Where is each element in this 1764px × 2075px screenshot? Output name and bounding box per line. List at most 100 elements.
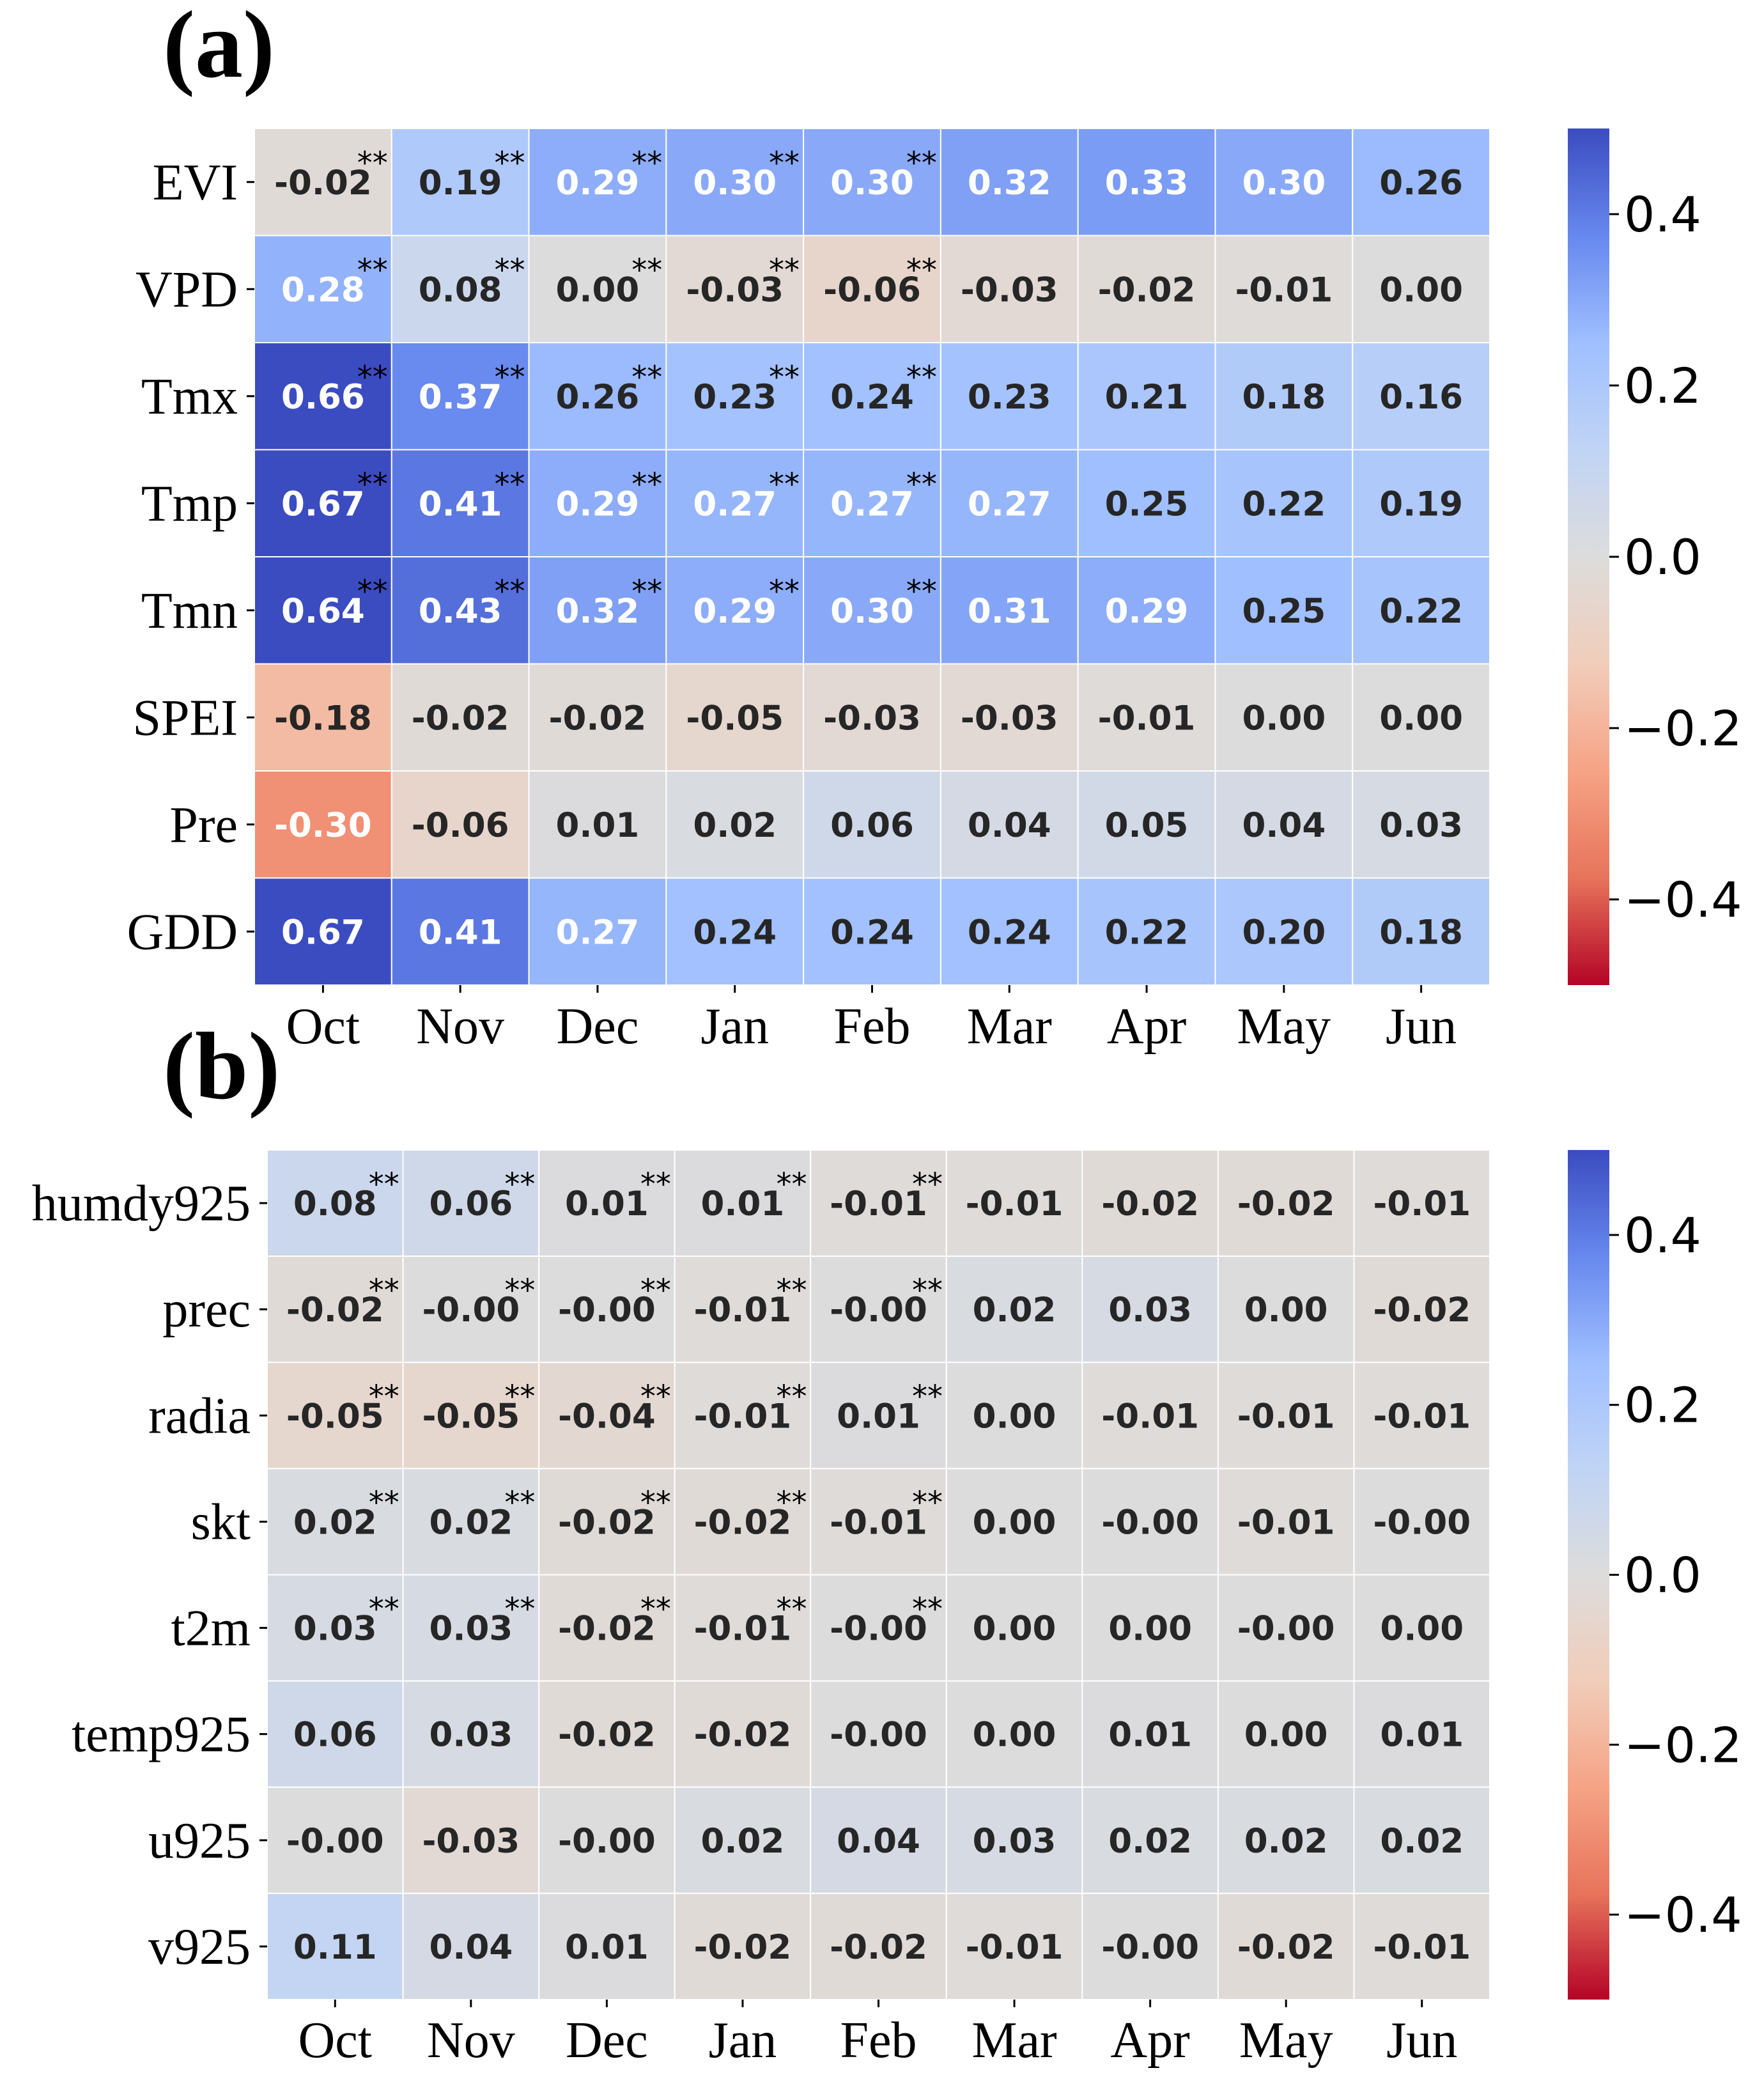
- x-tick-label: Nov: [427, 2012, 515, 2069]
- cell-value-label: 0.41: [419, 913, 502, 952]
- x-tick-label: Oct: [286, 999, 360, 1055]
- x-tick-label: Oct: [298, 2012, 373, 2069]
- heatmap-cell: [1352, 449, 1490, 557]
- cell-value-label: -0.02: [558, 1610, 656, 1649]
- cell-value-label: -0.05: [422, 1397, 520, 1436]
- heatmap-cell: [810, 1892, 947, 2000]
- significance-marker: **: [906, 253, 937, 288]
- cell-value-label: 0.22: [1379, 592, 1463, 631]
- heatmap-cell: [267, 1149, 404, 1257]
- heatmap-cell: [665, 235, 805, 343]
- cell-value-label: 0.02: [1244, 1822, 1328, 1861]
- cell-value-label: 0.19: [1379, 485, 1463, 524]
- heatmap-cell: [674, 1255, 812, 1364]
- cell-value-label: 0.27: [830, 485, 914, 524]
- heatmap-cell: [538, 1255, 676, 1364]
- x-tick-label: May: [1239, 2012, 1333, 2069]
- cell-value-label: 0.05: [1105, 806, 1189, 845]
- cell-value-label: 0.01: [1108, 1716, 1192, 1755]
- cell-value-label: 0.25: [1242, 592, 1326, 631]
- cell-value-label: 0.32: [556, 592, 640, 631]
- heatmap-cell: [1081, 1892, 1219, 2000]
- heatmap-cell: [1353, 1680, 1490, 1788]
- significance-marker: **: [494, 467, 525, 502]
- heatmap-cell: [254, 128, 392, 237]
- cell-value-label: 0.03: [429, 1610, 513, 1649]
- heatmap-cell: [1353, 1362, 1490, 1470]
- significance-marker: **: [912, 1591, 943, 1627]
- heatmap-cell: [665, 770, 805, 879]
- heatmap-cell: [538, 1149, 676, 1257]
- cell-value-label: -0.00: [830, 1610, 927, 1649]
- cell-value-label: -0.02: [1237, 1928, 1335, 1967]
- heatmap-cell: [1217, 1574, 1355, 1682]
- significance-marker: **: [640, 1591, 671, 1627]
- heatmap-cell: [945, 1574, 1083, 1682]
- heatmap-cell: [945, 1362, 1083, 1470]
- y-tick-label: u925: [148, 1813, 251, 1869]
- significance-marker: **: [504, 1167, 535, 1202]
- heatmap-cell: [254, 235, 392, 343]
- significance-marker: **: [776, 1167, 807, 1202]
- significance-marker: **: [504, 1591, 535, 1627]
- cell-value-label: -0.02: [1373, 1291, 1471, 1330]
- heatmap-cell: [1214, 877, 1354, 986]
- cell-value-label: 0.02: [1380, 1822, 1464, 1861]
- colorbar-tick-label: −0.4: [1624, 871, 1742, 928]
- y-tick-label: prec: [162, 1282, 251, 1338]
- heatmap-cell: [940, 663, 1079, 772]
- cell-value-label: 0.01: [556, 806, 640, 845]
- y-tick-label: Pre: [169, 797, 238, 853]
- cell-value-label: 0.00: [556, 270, 640, 309]
- cell-value-label: -0.06: [823, 270, 921, 309]
- cell-value-label: -0.01: [1373, 1397, 1471, 1436]
- cell-value-label: -0.02: [558, 1503, 656, 1542]
- colorbar-tick-label: 0.2: [1624, 1377, 1701, 1434]
- cell-value-label: 0.27: [968, 485, 1051, 524]
- y-tick-label: SPEI: [133, 690, 238, 746]
- cell-value-label: -0.02: [830, 1928, 927, 1967]
- cell-value-label: -0.03: [422, 1822, 520, 1861]
- cell-value-label: -0.01: [1373, 1928, 1471, 1967]
- heatmap-cell: [810, 1362, 947, 1470]
- heatmap-cell: [674, 1149, 812, 1257]
- cell-value-label: 0.00: [973, 1610, 1056, 1649]
- cell-value-label: 0.30: [1242, 164, 1326, 203]
- cell-value-label: 0.08: [293, 1185, 377, 1224]
- significance-marker: **: [912, 1485, 943, 1521]
- heatmap-cell: [665, 128, 805, 237]
- cell-value-label: 0.19: [419, 164, 502, 203]
- heatmap-cell: [267, 1892, 404, 2000]
- heatmap-cell: [1217, 1468, 1355, 1576]
- heatmap-cell: [945, 1680, 1083, 1788]
- heatmap-cell: [402, 1468, 540, 1576]
- cell-value-label: -0.02: [549, 699, 647, 738]
- heatmap-cell: [1352, 877, 1490, 986]
- cell-value-label: -0.02: [274, 164, 372, 203]
- significance-marker: **: [912, 1379, 943, 1415]
- cell-value-label: 0.24: [968, 913, 1051, 952]
- significance-marker: **: [776, 1273, 807, 1309]
- cell-value-label: -0.02: [412, 699, 509, 738]
- heatmap-cell: [945, 1892, 1083, 2000]
- significance-marker: **: [357, 145, 388, 181]
- significance-marker: **: [494, 253, 525, 288]
- heatmap-cell: [1081, 1255, 1219, 1364]
- heatmap-cell: [391, 877, 530, 986]
- cell-value-label: 0.01: [837, 1397, 920, 1436]
- heatmap-cell: [940, 556, 1079, 665]
- y-tick-label: humdy925: [32, 1176, 251, 1232]
- cell-value-label: 0.04: [1242, 806, 1326, 845]
- cell-value-label: 0.11: [293, 1928, 377, 1967]
- heatmap-cell: [674, 1468, 812, 1576]
- cell-value-label: 0.02: [429, 1503, 513, 1542]
- y-tick-label: temp925: [72, 1707, 251, 1763]
- cell-value-label: -0.01: [966, 1928, 1064, 1967]
- heatmap-cell: [940, 877, 1079, 986]
- cell-value-label: 0.02: [1108, 1822, 1192, 1861]
- heatmap-cell: [940, 449, 1079, 557]
- y-tick-label: v925: [148, 1919, 251, 1975]
- y-tick-label: Tmn: [141, 583, 238, 639]
- heatmap-cell: [1353, 1892, 1490, 2000]
- cell-value-label: 0.29: [556, 485, 640, 524]
